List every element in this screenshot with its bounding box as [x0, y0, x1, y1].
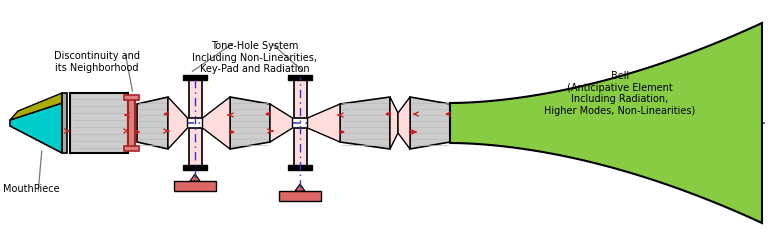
Bar [124, 146, 139, 151]
Bar [293, 128, 306, 166]
Polygon shape [10, 103, 62, 153]
Bar [279, 191, 321, 201]
Polygon shape [450, 23, 762, 223]
Text: Discontinuity and
its Neighborhood: Discontinuity and its Neighborhood [54, 51, 140, 73]
Text: MouthPiece: MouthPiece [3, 184, 59, 194]
Bar [288, 75, 312, 80]
Bar [174, 181, 216, 191]
Bar [293, 80, 306, 118]
Polygon shape [390, 97, 398, 149]
Text: Bell
(Anticipative Element
Including Radiation,
Higher Modes, Non-Linearities): Bell (Anticipative Element Including Rad… [544, 71, 696, 116]
Polygon shape [410, 97, 450, 149]
Polygon shape [307, 104, 340, 142]
Polygon shape [137, 97, 168, 149]
Bar [183, 165, 207, 170]
Bar [70, 93, 128, 153]
Bar [183, 75, 207, 80]
Polygon shape [340, 97, 390, 149]
Bar [62, 93, 67, 153]
Bar [288, 165, 312, 170]
Text: Tone-Hole System
Including Non-Linearities,
Key-Pad and Radiation: Tone-Hole System Including Non-Lineariti… [192, 41, 317, 74]
Bar [188, 128, 201, 166]
Polygon shape [168, 97, 188, 149]
Polygon shape [230, 97, 270, 149]
Polygon shape [295, 184, 305, 191]
Polygon shape [10, 93, 62, 120]
Bar [188, 80, 201, 118]
Polygon shape [398, 97, 410, 149]
Bar [128, 99, 135, 147]
Polygon shape [202, 97, 230, 149]
Polygon shape [270, 104, 293, 142]
Polygon shape [190, 174, 200, 181]
Bar [124, 95, 139, 100]
